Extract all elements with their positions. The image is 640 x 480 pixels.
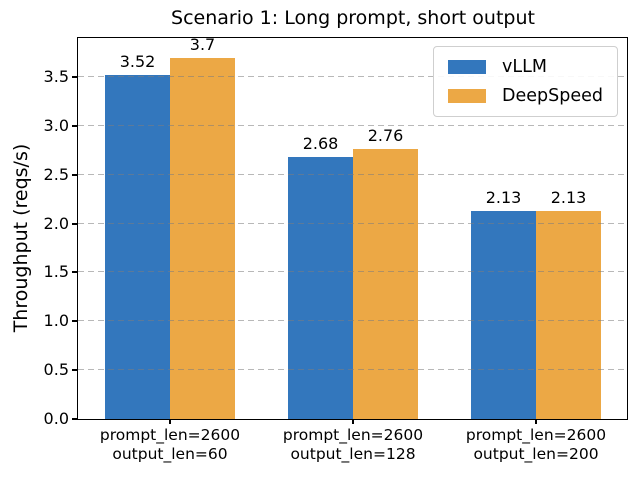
chart-title: Scenario 1: Long prompt, short output	[171, 7, 535, 29]
y-tick-label: 3.0	[43, 116, 69, 135]
x-tick-label-line: prompt_len=2600	[99, 426, 241, 444]
x-tick-mark	[535, 420, 537, 424]
y-tick-mark	[72, 320, 77, 322]
y-tick-label: 1.0	[43, 311, 69, 330]
bar-vllm-group2	[288, 157, 353, 419]
y-gridline	[78, 125, 627, 126]
y-tick-label: 2.0	[43, 214, 69, 233]
x-tick-label: prompt_len=2600 output_len=200	[441, 426, 631, 464]
x-tick-mark	[169, 420, 171, 424]
y-tick-label: 1.5	[43, 262, 69, 281]
y-tick-mark	[72, 418, 77, 420]
y-tick-mark	[72, 271, 77, 273]
bar-value-label: 2.13	[485, 188, 522, 207]
bar-value-label: 2.68	[302, 134, 339, 153]
bar-vllm-group1	[105, 75, 170, 419]
legend-label: DeepSpeed	[502, 86, 603, 106]
x-tick-label-line: prompt_len=2600	[282, 426, 424, 444]
y-tick-mark	[72, 76, 77, 78]
y-tick-label: 2.5	[43, 165, 69, 184]
bar-value-label: 2.13	[550, 188, 587, 207]
bar-deepspeed-group3	[536, 211, 601, 419]
x-tick-mark	[352, 420, 354, 424]
x-tick-label-line: output_len=128	[290, 445, 416, 463]
y-tick-mark	[72, 223, 77, 225]
y-gridline	[78, 223, 627, 224]
x-tick-label-line: prompt_len=2600	[465, 426, 607, 444]
y-gridline	[78, 369, 627, 370]
y-tick-label: 0.0	[43, 409, 69, 428]
bar-vllm-group3	[471, 211, 536, 419]
bar-value-label: 3.52	[119, 52, 156, 71]
legend-swatch	[448, 89, 487, 103]
legend-swatch	[448, 60, 487, 74]
y-tick-mark	[72, 125, 77, 127]
x-tick-label-line: output_len=200	[473, 445, 599, 463]
y-gridline	[78, 271, 627, 272]
x-tick-label: prompt_len=2600 output_len=60	[75, 426, 265, 464]
plot-area: vLLM DeepSpeed 3.52 2.68 2.13 3.7 2.76 2.13	[77, 35, 628, 420]
y-tick-mark	[72, 369, 77, 371]
y-gridline	[78, 76, 627, 77]
legend-label: vLLM	[502, 57, 547, 77]
y-gridline	[78, 320, 627, 321]
legend-item-vllm: vLLM	[448, 56, 603, 78]
legend-item-deepspeed: DeepSpeed	[448, 85, 603, 107]
bar-value-label: 2.76	[367, 126, 404, 145]
y-tick-mark	[72, 174, 77, 176]
legend: vLLM DeepSpeed	[433, 46, 618, 117]
bar-deepspeed-group2	[353, 149, 418, 419]
y-tick-label: 3.5	[43, 67, 69, 86]
x-tick-label: prompt_len=2600 output_len=128	[258, 426, 448, 464]
bar-value-label: 3.7	[189, 35, 216, 54]
x-tick-label-line: output_len=60	[112, 445, 228, 463]
bar-deepspeed-group1	[170, 58, 235, 419]
y-tick-label: 0.5	[43, 360, 69, 379]
y-gridline	[78, 174, 627, 175]
